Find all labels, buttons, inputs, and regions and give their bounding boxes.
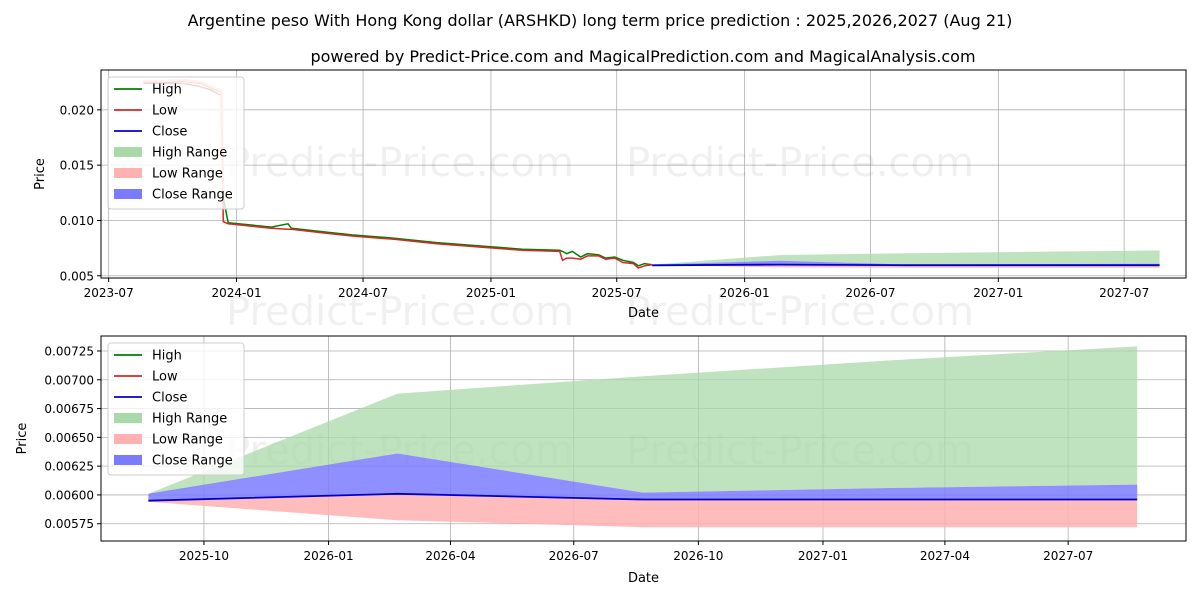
- watermark-text: Predict-Price.com: [226, 140, 574, 186]
- legend-low-range-swatch: [114, 168, 142, 178]
- close-range-band: [148, 453, 1138, 501]
- legend-close-range-label: Close Range: [152, 188, 233, 203]
- chart-subtitle: powered by Predict-Price.com and Magical…: [310, 47, 975, 66]
- x-tick-label: 2026-04: [425, 549, 475, 563]
- y-tick-label: 0.00700: [44, 373, 94, 387]
- chart-title: Argentine peso With Hong Kong dollar (AR…: [188, 11, 1013, 30]
- bottom-panel: Predict-Price.comPredict-Price.com2025-1…: [15, 335, 1187, 586]
- x-tick-label: 2027-01: [973, 286, 1023, 300]
- legend-close-label: Close: [152, 125, 187, 140]
- x-tick-label: 2027-07: [1043, 549, 1093, 563]
- plot-area: [143, 78, 1160, 269]
- y-tick-label: 0.020: [60, 103, 94, 117]
- plot-area: [148, 346, 1138, 528]
- y-tick-label: 0.00650: [44, 431, 94, 445]
- y-tick-label: 0.015: [60, 159, 94, 173]
- legend-low-range-swatch: [114, 434, 142, 444]
- close-series-line: [148, 492, 1138, 502]
- x-tick-label: 2026-07: [845, 286, 895, 300]
- legend-close-range-swatch: [114, 189, 142, 199]
- watermark-text: Predict-Price.com: [626, 289, 974, 335]
- x-axis-label: Date: [628, 571, 659, 586]
- x-tick-label: 2026-10: [673, 549, 723, 563]
- legend-high-range-swatch: [114, 413, 142, 423]
- y-axis-label: Price: [33, 158, 48, 190]
- x-tick-label: 2025-01: [466, 286, 516, 300]
- x-tick-label: 2026-07: [549, 549, 599, 563]
- watermark-text: Predict-Price.com: [626, 140, 974, 186]
- watermark-text: Predict-Price.com: [226, 289, 574, 335]
- x-tick-label: 2025-10: [179, 549, 229, 563]
- y-tick-label: 0.00600: [44, 488, 94, 502]
- legend-high-label: High: [152, 349, 182, 364]
- x-tick-label: 2026-01: [303, 549, 353, 563]
- x-tick-label: 2023-07: [84, 286, 134, 300]
- x-axis-label: Date: [628, 306, 659, 321]
- y-tick-label: 0.00625: [44, 460, 94, 474]
- x-tick-label: 2024-01: [211, 286, 261, 300]
- high-range-band: [148, 346, 1138, 495]
- legend: High Low Close High Range Low Range Close Ran…: [107, 76, 245, 210]
- legend-close-range-label: Close Range: [152, 454, 233, 469]
- legend-high-range-label: High Range: [152, 146, 227, 161]
- legend-low-label: Low: [152, 370, 178, 385]
- close-series-line: [652, 263, 1160, 267]
- legend-high-range-label: High Range: [152, 412, 227, 427]
- axes-frame: [100, 335, 1187, 542]
- x-tick-label: 2027-07: [1099, 286, 1149, 300]
- legend-low-label: Low: [152, 104, 178, 119]
- x-tick-label: 2024-07: [338, 286, 388, 300]
- x-tick-label: 2027-01: [798, 549, 848, 563]
- legend-close-range-swatch: [114, 455, 142, 465]
- axes-frame: [100, 69, 1187, 279]
- y-axis-label: Price: [15, 423, 30, 455]
- x-tick-label: 2025-07: [592, 286, 642, 300]
- legend-high-range-swatch: [114, 147, 142, 157]
- x-tick-label: 2026-01: [720, 286, 770, 300]
- top-panel: Predict-Price.com Predict-Price.com Predic…: [33, 69, 1187, 335]
- y-tick-label: 0.005: [60, 269, 94, 283]
- legend-high-label: High: [152, 83, 182, 98]
- legend: High Low Close High Range Low Range Close Ran…: [107, 342, 245, 476]
- legend-low-range-label: Low Range: [152, 167, 223, 182]
- low-range-band: [148, 494, 1138, 528]
- y-tick-label: 0.010: [60, 214, 94, 228]
- legend-close-label: Close: [152, 391, 187, 406]
- high-range-band: [652, 250, 1160, 265]
- y-tick-label: 0.00575: [44, 517, 94, 531]
- legend-low-range-label: Low Range: [152, 433, 223, 448]
- y-tick-label: 0.00675: [44, 402, 94, 416]
- y-tick-label: 0.00725: [44, 344, 94, 358]
- x-tick-label: 2027-04: [920, 549, 970, 563]
